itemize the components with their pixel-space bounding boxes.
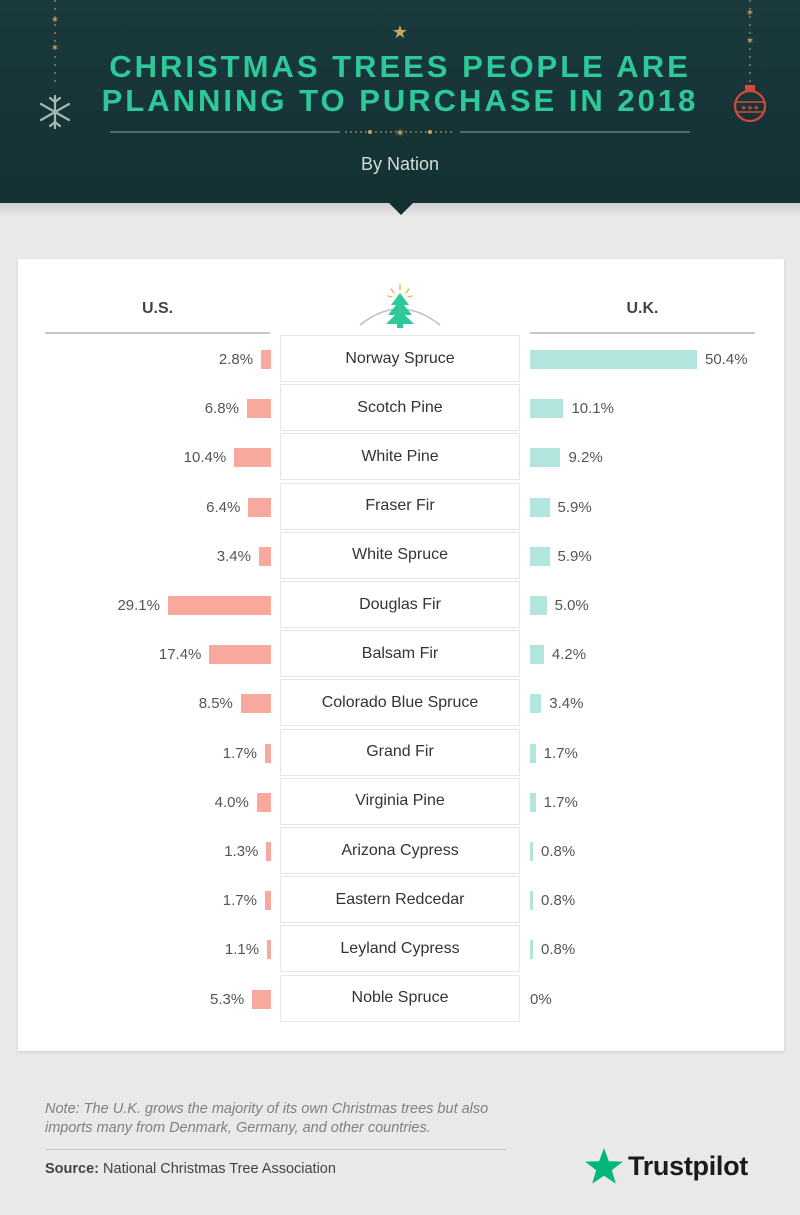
uk-bar-fraser-fir bbox=[530, 497, 550, 517]
us-value-eastern-redcedar: 1.7% bbox=[222, 892, 257, 910]
uk-column-header: U.K. bbox=[626, 300, 659, 317]
uk-bar-white-spruce bbox=[530, 546, 550, 566]
uk-header-rule bbox=[530, 332, 755, 334]
uk-value-balsam-fir: 4.2% bbox=[551, 646, 587, 664]
uk-value-eastern-redcedar: 0.8% bbox=[541, 892, 576, 910]
uk-bar-colorado-blue-spruce bbox=[530, 694, 542, 714]
uk-value-scotch-pine: 10.1% bbox=[571, 400, 614, 418]
tree-label-white-spruce: White Spruce bbox=[280, 531, 520, 579]
star-icon: ★ bbox=[392, 22, 408, 43]
hanging-ornament-icon: ✶ ✶ ★★★ bbox=[733, 0, 767, 123]
footer-rule bbox=[45, 1149, 507, 1150]
us-header-rule bbox=[45, 332, 270, 334]
svg-text:✶: ✶ bbox=[51, 15, 59, 26]
uk-value-fraser-fir: 5.9% bbox=[557, 498, 592, 516]
uk-value-grand-fir: 1.7% bbox=[543, 744, 578, 762]
us-bar-colorado-blue-spruce bbox=[240, 694, 271, 714]
us-value-grand-fir: 1.7% bbox=[222, 744, 257, 762]
title-divider: ✶ bbox=[110, 126, 690, 140]
uk-bar-virginia-pine bbox=[530, 792, 536, 812]
source-text: National Christmas Tree Association bbox=[103, 1161, 336, 1177]
us-column-header: U.S. bbox=[141, 300, 174, 317]
page-subtitle: By Nation bbox=[360, 154, 440, 174]
trustpilot-wordmark: Trustpilot bbox=[628, 1150, 748, 1181]
us-bar-norway-spruce bbox=[261, 350, 271, 369]
us-value-norway-spruce: 2.8% bbox=[218, 351, 254, 368]
us-value-douglas-fir: 29.1% bbox=[117, 597, 160, 614]
us-bar-virginia-pine bbox=[256, 792, 271, 812]
uk-value-douglas-fir: 5.0% bbox=[554, 597, 589, 614]
hanging-snowflake-icon: ✶ ✶ bbox=[39, 0, 71, 130]
uk-bar-leyland-cypress bbox=[530, 940, 533, 960]
tree-label-white-pine: White Pine bbox=[280, 433, 520, 481]
uk-value-leyland-cypress: 0.8% bbox=[541, 941, 576, 959]
us-bar-eastern-redcedar bbox=[264, 891, 271, 911]
page-title: CHRISTMAS TREES PEOPLE ARE PLANNING TO P… bbox=[80, 50, 720, 118]
tree-label-douglas-fir: Douglas Fir bbox=[280, 581, 520, 628]
svg-text:✶: ✶ bbox=[746, 36, 754, 47]
us-bar-grand-fir bbox=[264, 743, 271, 763]
uk-value-colorado-blue-spruce: 3.4% bbox=[549, 695, 584, 713]
christmas-tree-icon bbox=[359, 284, 441, 328]
us-bar-arizona-cypress bbox=[266, 842, 271, 861]
title-line-2: PLANNING TO PURCHASE IN 2018 bbox=[101, 83, 699, 118]
us-value-arizona-cypress: 1.3% bbox=[224, 843, 259, 860]
title-line-1: CHRISTMAS TREES PEOPLE ARE bbox=[109, 49, 691, 84]
uk-bar-white-pine bbox=[530, 448, 561, 468]
tree-label-virginia-pine: Virginia Pine bbox=[280, 777, 520, 825]
us-bar-white-pine bbox=[234, 448, 271, 468]
tree-label-fraser-fir: Fraser Fir bbox=[280, 482, 520, 530]
tree-label-arizona-cypress: Arizona Cypress bbox=[280, 827, 520, 874]
source-line: Source: National Christmas Tree Associat… bbox=[45, 1161, 336, 1177]
tree-label-scotch-pine: Scotch Pine bbox=[280, 384, 520, 432]
svg-text:✶: ✶ bbox=[51, 43, 59, 54]
uk-value-noble-spruce: 0% bbox=[530, 990, 552, 1008]
uk-bar-eastern-redcedar bbox=[530, 891, 533, 911]
footnote: Note: The U.K. grows the majority of its… bbox=[45, 1101, 489, 1136]
uk-bar-grand-fir bbox=[530, 743, 536, 763]
svg-text:✶: ✶ bbox=[746, 8, 754, 19]
header-pointer bbox=[388, 202, 414, 215]
us-bar-balsam-fir bbox=[209, 645, 271, 665]
us-value-colorado-blue-spruce: 8.5% bbox=[198, 695, 233, 713]
trustpilot-star-icon bbox=[585, 1148, 623, 1184]
uk-value-arizona-cypress: 0.8% bbox=[541, 843, 576, 860]
us-value-balsam-fir: 17.4% bbox=[158, 646, 202, 664]
us-bar-fraser-fir bbox=[248, 497, 271, 517]
us-value-scotch-pine: 6.8% bbox=[204, 400, 239, 418]
uk-bar-arizona-cypress bbox=[530, 842, 533, 861]
us-bar-scotch-pine bbox=[246, 399, 271, 419]
source-label: Source: bbox=[45, 1161, 99, 1177]
header-decorations: ✶ ✶ ✶ ✶ ★★★ ★ ✶ bbox=[39, 0, 767, 140]
uk-value-white-spruce: 5.9% bbox=[557, 547, 592, 565]
us-bar-leyland-cypress bbox=[267, 940, 271, 960]
us-bar-noble-spruce bbox=[252, 989, 271, 1009]
uk-value-norway-spruce: 50.4% bbox=[705, 351, 748, 368]
us-value-virginia-pine: 4.0% bbox=[214, 793, 249, 811]
uk-bar-balsam-fir bbox=[530, 645, 544, 665]
tree-label-colorado-blue-spruce: Colorado Blue Spruce bbox=[280, 679, 520, 727]
header-banner bbox=[0, 0, 800, 203]
trustpilot-logo: Trustpilot bbox=[584, 1146, 748, 1186]
us-value-fraser-fir: 6.4% bbox=[206, 498, 241, 516]
tree-label-eastern-redcedar: Eastern Redcedar bbox=[280, 876, 520, 924]
svg-text:✶: ✶ bbox=[395, 126, 405, 140]
uk-value-virginia-pine: 1.7% bbox=[543, 793, 578, 811]
tree-label-grand-fir: Grand Fir bbox=[280, 728, 520, 776]
uk-bar-scotch-pine bbox=[530, 399, 564, 419]
tree-label-leyland-cypress: Leyland Cypress bbox=[280, 925, 520, 973]
uk-bar-norway-spruce bbox=[530, 350, 697, 369]
us-value-leyland-cypress: 1.1% bbox=[224, 941, 260, 959]
svg-text:★★★: ★★★ bbox=[741, 104, 760, 112]
tree-label-norway-spruce: Norway Spruce bbox=[280, 335, 520, 382]
us-value-noble-spruce: 5.3% bbox=[210, 990, 245, 1008]
tree-label-noble-spruce: Noble Spruce bbox=[280, 974, 520, 1022]
tree-label-balsam-fir: Balsam Fir bbox=[280, 630, 520, 678]
us-value-white-spruce: 3.4% bbox=[216, 547, 251, 565]
us-value-white-pine: 10.4% bbox=[183, 449, 227, 467]
us-bar-douglas-fir bbox=[168, 596, 271, 615]
us-bar-white-spruce bbox=[258, 546, 271, 566]
uk-value-white-pine: 9.2% bbox=[568, 449, 603, 467]
uk-bar-douglas-fir bbox=[530, 596, 547, 615]
